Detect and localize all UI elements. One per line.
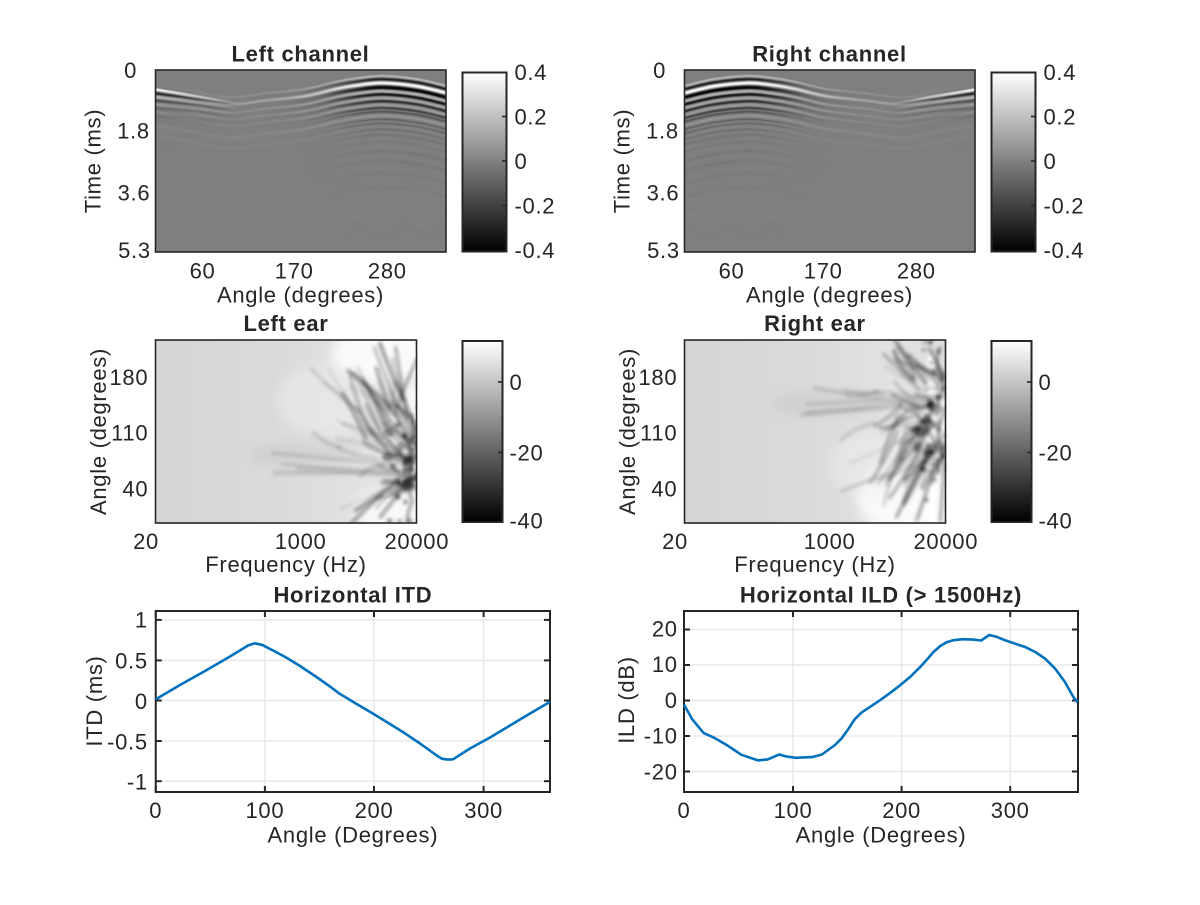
svg-text:5.3: 5.3 [647, 238, 680, 263]
svg-text:Frequency (Hz): Frequency (Hz) [205, 552, 366, 577]
svg-text:ILD (dB): ILD (dB) [614, 656, 639, 744]
svg-text:-20: -20 [510, 441, 544, 466]
svg-text:0.4: 0.4 [515, 60, 548, 85]
svg-text:170: 170 [275, 259, 314, 284]
svg-text:300: 300 [991, 798, 1030, 823]
svg-text:Horizontal ILD (> 1500Hz): Horizontal ILD (> 1500Hz) [740, 583, 1022, 608]
svg-text:1000: 1000 [275, 529, 327, 554]
svg-text:-10: -10 [644, 724, 678, 749]
svg-text:20000: 20000 [913, 529, 978, 554]
svg-text:3.6: 3.6 [647, 181, 680, 206]
svg-text:0.4: 0.4 [1044, 60, 1077, 85]
svg-text:0.2: 0.2 [515, 105, 548, 130]
svg-text:Right channel: Right channel [752, 41, 907, 66]
svg-text:-0.4: -0.4 [1044, 238, 1085, 263]
svg-text:5.3: 5.3 [118, 238, 151, 263]
svg-text:-1: -1 [127, 770, 148, 795]
svg-text:Angle (degrees): Angle (degrees) [86, 348, 111, 515]
svg-text:180: 180 [109, 365, 148, 390]
svg-text:Left ear: Left ear [243, 311, 328, 336]
svg-text:Angle (degrees): Angle (degrees) [615, 348, 640, 515]
svg-text:-40: -40 [510, 509, 544, 534]
svg-text:10: 10 [652, 652, 678, 677]
svg-text:0.5: 0.5 [115, 649, 148, 674]
svg-text:180: 180 [638, 365, 677, 390]
svg-text:-0.2: -0.2 [515, 194, 556, 219]
svg-text:Angle (Degrees): Angle (Degrees) [268, 823, 439, 848]
svg-text:280: 280 [897, 259, 936, 284]
svg-text:170: 170 [804, 259, 843, 284]
svg-text:Angle (Degrees): Angle (Degrees) [796, 823, 967, 848]
svg-text:40: 40 [651, 477, 677, 502]
svg-text:1: 1 [135, 608, 148, 633]
svg-text:60: 60 [719, 259, 745, 284]
svg-text:0: 0 [135, 689, 148, 714]
svg-text:110: 110 [111, 421, 148, 446]
svg-text:20000: 20000 [384, 529, 449, 554]
svg-text:100: 100 [245, 798, 284, 823]
svg-text:Time (ms): Time (ms) [610, 109, 635, 213]
svg-text:0: 0 [124, 58, 137, 83]
svg-text:20: 20 [133, 529, 159, 554]
svg-text:20: 20 [662, 529, 688, 554]
svg-text:1000: 1000 [804, 529, 856, 554]
svg-text:0: 0 [665, 688, 678, 713]
svg-text:200: 200 [882, 798, 921, 823]
svg-text:-20: -20 [644, 760, 678, 785]
svg-text:Right ear: Right ear [764, 311, 866, 336]
svg-text:0: 0 [678, 798, 691, 823]
svg-text:1.8: 1.8 [646, 119, 679, 144]
svg-text:0: 0 [149, 798, 162, 823]
svg-text:-0.4: -0.4 [515, 238, 556, 263]
svg-text:ITD (ms): ITD (ms) [82, 655, 107, 746]
svg-text:0: 0 [1044, 149, 1057, 174]
svg-text:0: 0 [515, 149, 528, 174]
svg-text:Time (ms): Time (ms) [81, 109, 106, 213]
svg-text:-20: -20 [1039, 441, 1073, 466]
svg-text:Horizontal ITD: Horizontal ITD [273, 583, 432, 608]
svg-text:280: 280 [368, 259, 407, 284]
svg-text:0: 0 [1039, 370, 1052, 395]
svg-text:-40: -40 [1039, 509, 1073, 534]
svg-text:Frequency (Hz): Frequency (Hz) [734, 552, 895, 577]
svg-text:Angle (degrees): Angle (degrees) [746, 282, 913, 307]
svg-text:110: 110 [640, 421, 677, 446]
svg-text:-0.5: -0.5 [107, 730, 148, 755]
svg-text:40: 40 [122, 477, 148, 502]
svg-text:1.8: 1.8 [117, 119, 150, 144]
svg-text:0: 0 [653, 58, 666, 83]
svg-text:Angle (degrees): Angle (degrees) [217, 282, 384, 307]
svg-text:300: 300 [464, 798, 503, 823]
svg-text:-0.2: -0.2 [1044, 194, 1085, 219]
svg-text:100: 100 [774, 798, 813, 823]
svg-text:200: 200 [355, 798, 394, 823]
svg-text:0: 0 [510, 370, 523, 395]
svg-text:Left channel: Left channel [232, 41, 370, 66]
svg-text:3.6: 3.6 [118, 181, 151, 206]
svg-text:60: 60 [190, 259, 216, 284]
svg-text:20: 20 [652, 617, 678, 642]
svg-text:0.2: 0.2 [1044, 105, 1077, 130]
